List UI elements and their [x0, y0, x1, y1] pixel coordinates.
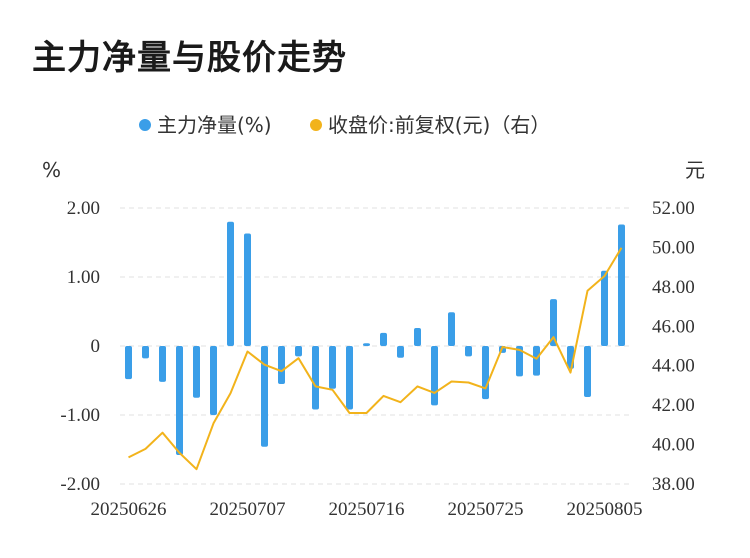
bar[interactable] — [142, 346, 149, 359]
x-tick-label: 20250716 — [329, 499, 405, 520]
legend-line-marker[interactable] — [310, 119, 322, 131]
left-axis-unit: % — [42, 158, 61, 182]
x-tick-label: 20250725 — [448, 499, 524, 520]
bar[interactable] — [465, 346, 472, 357]
bar[interactable] — [482, 346, 489, 400]
right-tick-label: 40.00 — [652, 435, 695, 456]
bar[interactable] — [533, 346, 540, 376]
bar[interactable] — [261, 346, 268, 447]
bar[interactable] — [176, 346, 183, 456]
axis-labels: 2.00 1.00 0 -1.00 -2.00 52.00 50.00 48.00 46.00 4… — [60, 198, 694, 520]
x-tick-label: 20250805 — [567, 499, 643, 520]
left-tick-label: -2.00 — [60, 474, 100, 495]
bar[interactable] — [227, 221, 234, 346]
right-axis-unit: 元 — [685, 158, 705, 182]
bar[interactable] — [414, 328, 421, 346]
line-series — [128, 247, 623, 471]
bar[interactable] — [346, 346, 353, 410]
right-tick-label: 52.00 — [652, 198, 695, 219]
left-tick-label: 1.00 — [67, 267, 100, 288]
legend: 主力净量(%) 收盘价:前复权(元)（右） — [139, 113, 550, 137]
legend-line-label[interactable]: 收盘价:前复权(元)（右） — [328, 113, 550, 137]
bar[interactable] — [380, 332, 387, 346]
bar[interactable] — [193, 346, 200, 398]
bar[interactable] — [210, 346, 217, 415]
grid-lines — [120, 207, 630, 485]
bar[interactable] — [278, 346, 285, 384]
x-tick-label: 20250626 — [91, 499, 167, 520]
price-line[interactable] — [128, 247, 623, 471]
bar[interactable] — [159, 346, 166, 382]
bar[interactable] — [125, 346, 132, 380]
right-tick-label: 42.00 — [652, 395, 695, 416]
right-tick-label: 44.00 — [652, 356, 695, 377]
right-tick-label: 46.00 — [652, 316, 695, 337]
x-tick-label: 20250707 — [210, 499, 286, 520]
bar-series — [125, 221, 625, 456]
left-tick-label: 2.00 — [67, 198, 100, 219]
bar[interactable] — [601, 270, 608, 346]
bar[interactable] — [618, 224, 625, 346]
bar[interactable] — [244, 233, 251, 346]
bar[interactable] — [295, 346, 302, 357]
bar[interactable] — [397, 346, 404, 358]
bar[interactable] — [431, 346, 438, 406]
bar[interactable] — [550, 299, 557, 346]
legend-bar-label[interactable]: 主力净量(%) — [157, 113, 272, 137]
bar[interactable] — [516, 346, 523, 377]
bar[interactable] — [363, 343, 370, 346]
legend-bar-marker[interactable] — [139, 119, 151, 131]
chart-title: 主力净量与股价走势 — [32, 38, 347, 78]
left-tick-label: -1.00 — [60, 405, 100, 426]
bar[interactable] — [329, 346, 336, 389]
bar[interactable] — [448, 312, 455, 346]
bar[interactable] — [584, 346, 591, 398]
left-tick-label: 0 — [91, 336, 101, 357]
right-tick-label: 50.00 — [652, 237, 695, 258]
right-tick-label: 48.00 — [652, 277, 695, 298]
bar[interactable] — [312, 346, 319, 410]
right-tick-label: 38.00 — [652, 474, 695, 495]
